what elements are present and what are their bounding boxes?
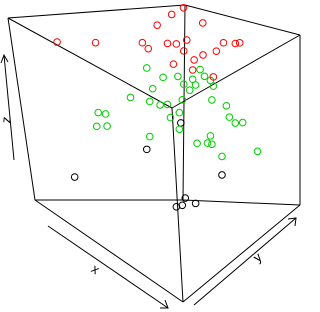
point bbox=[225, 113, 234, 121]
point bbox=[159, 73, 167, 82]
point bbox=[208, 96, 216, 104]
point bbox=[172, 202, 181, 211]
point bbox=[253, 147, 262, 156]
point bbox=[101, 110, 110, 118]
z-arrowhead bbox=[0, 53, 9, 64]
point bbox=[91, 38, 100, 47]
point bbox=[181, 194, 190, 202]
point bbox=[222, 102, 231, 110]
box-edge bbox=[7, 4, 186, 19]
z-axis-label: z bbox=[0, 116, 14, 124]
box-edge bbox=[182, 204, 301, 303]
point bbox=[182, 36, 191, 44]
point bbox=[145, 97, 154, 106]
point bbox=[188, 66, 197, 74]
point bbox=[209, 73, 218, 81]
point bbox=[191, 199, 200, 208]
point bbox=[163, 100, 172, 109]
point bbox=[145, 132, 154, 141]
point bbox=[198, 19, 207, 27]
point bbox=[235, 39, 244, 47]
point bbox=[191, 81, 200, 89]
point bbox=[178, 96, 187, 104]
point bbox=[199, 51, 207, 59]
point bbox=[94, 108, 103, 117]
point bbox=[153, 21, 161, 29]
point bbox=[92, 122, 101, 131]
point bbox=[218, 152, 226, 161]
y-arrow bbox=[193, 217, 297, 306]
point bbox=[53, 38, 61, 46]
point bbox=[175, 125, 184, 134]
point bbox=[238, 118, 247, 127]
point bbox=[193, 139, 201, 148]
point bbox=[166, 113, 175, 122]
point bbox=[169, 60, 178, 68]
box bbox=[7, 4, 301, 303]
point bbox=[209, 82, 218, 90]
point bbox=[148, 84, 157, 93]
point bbox=[142, 64, 151, 72]
point bbox=[179, 80, 188, 89]
point bbox=[174, 72, 182, 81]
y-arrowhead bbox=[287, 217, 297, 227]
z-arrow bbox=[3, 54, 15, 161]
box-edge bbox=[34, 199, 184, 303]
point bbox=[144, 44, 153, 53]
point bbox=[175, 108, 184, 117]
point bbox=[200, 72, 209, 81]
box-edge bbox=[7, 17, 173, 109]
point bbox=[212, 47, 221, 55]
point bbox=[219, 38, 228, 47]
point bbox=[208, 140, 216, 149]
box-edge bbox=[171, 107, 184, 303]
point bbox=[179, 47, 188, 55]
point bbox=[163, 39, 172, 48]
box-edge bbox=[184, 4, 301, 36]
point bbox=[142, 145, 151, 154]
point bbox=[203, 139, 212, 147]
point bbox=[156, 101, 164, 109]
point bbox=[167, 10, 176, 19]
point bbox=[172, 40, 181, 48]
point bbox=[188, 75, 197, 84]
point bbox=[185, 86, 194, 94]
point bbox=[190, 56, 198, 64]
point bbox=[126, 93, 135, 102]
x-arrow bbox=[47, 225, 169, 309]
point bbox=[70, 173, 79, 181]
box-edge bbox=[171, 34, 301, 109]
point bbox=[218, 171, 226, 179]
point bbox=[103, 122, 111, 130]
x-arrowhead bbox=[160, 299, 169, 309]
axis-arrows bbox=[0, 53, 297, 309]
point bbox=[231, 39, 240, 48]
point bbox=[231, 119, 240, 127]
point bbox=[177, 119, 185, 127]
point bbox=[206, 132, 215, 140]
point bbox=[138, 38, 147, 47]
point bbox=[196, 65, 204, 74]
box-edge bbox=[182, 199, 301, 206]
x-axis-label: x bbox=[89, 261, 103, 277]
point bbox=[179, 4, 188, 12]
box-edge bbox=[7, 17, 36, 201]
